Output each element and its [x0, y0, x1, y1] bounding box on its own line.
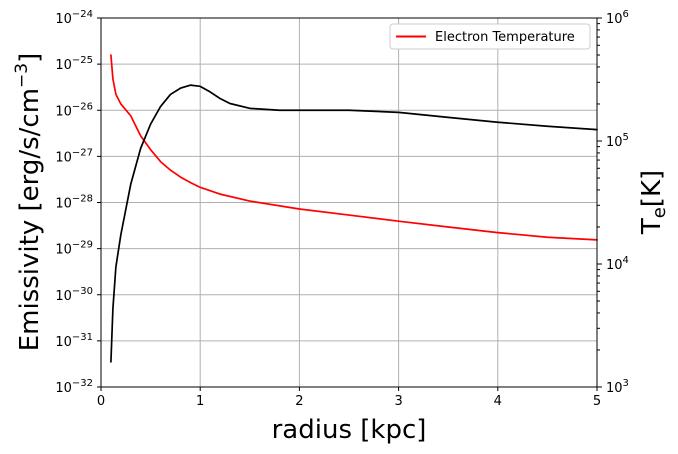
y-left-tick-base: 10: [55, 335, 72, 350]
y-right-tick-base: 10: [606, 381, 623, 396]
x-tick-label: 3: [394, 394, 402, 409]
y-left-tick-base: 10: [55, 58, 72, 73]
x-tick-label: 0: [97, 394, 105, 409]
y-left-tick-exp: −25: [72, 55, 93, 66]
y-right-tick-label: 104: [606, 255, 629, 273]
y-left-tick-base: 10: [55, 381, 72, 396]
y-left-tick-label: 10−29: [55, 240, 93, 258]
y-right-tick-label: 103: [606, 378, 629, 396]
y-left-tick-base: 10: [55, 197, 72, 212]
legend: Electron Temperature: [389, 23, 591, 50]
y-left-axis-label: Emissivity [erg/s/cm−3]: [12, 53, 45, 352]
x-tick-label: 1: [196, 394, 204, 409]
y-left-tick-base: 10: [55, 104, 72, 119]
legend-label-electron-temperature: Electron Temperature: [435, 30, 575, 45]
series-line-electron-temperature: [110, 54, 598, 241]
y-left-axis-ticks: 10−3210−3110−3010−2910−2810−2710−2610−25…: [55, 9, 101, 396]
y-right-axis-label-base: T: [637, 218, 667, 235]
y-left-axis-label-exp: −3: [12, 63, 32, 88]
y-right-tick-base: 10: [606, 12, 623, 27]
legend-box: [389, 23, 591, 50]
y-left-tick-label: 10−26: [55, 101, 93, 119]
y-left-axis-label-close: ]: [15, 53, 45, 63]
y-right-axis-label-rest: [K]: [637, 170, 667, 207]
y-right-tick-label: 105: [606, 132, 629, 150]
y-left-tick-label: 10−31: [55, 332, 93, 350]
series-layer: [110, 54, 598, 363]
y-left-tick-base: 10: [55, 243, 72, 258]
y-left-axis-label-base: Emissivity [erg/s/cm: [15, 88, 45, 351]
y-right-tick-exp: 4: [623, 255, 629, 266]
y-left-tick-label: 10−24: [55, 9, 93, 27]
y-right-tick-label: 106: [606, 9, 629, 27]
y-right-tick-base: 10: [606, 258, 623, 273]
y-left-tick-base: 10: [55, 150, 72, 165]
y-right-axis-label: Te[K]: [637, 170, 670, 235]
y-right-tick-base: 10: [606, 135, 623, 150]
y-left-tick-base: 10: [55, 12, 72, 27]
y-left-tick-label: 10−32: [55, 378, 93, 396]
x-tick-label: 2: [295, 394, 303, 409]
y-left-tick-base: 10: [55, 289, 72, 304]
y-right-tick-exp: 5: [623, 132, 629, 143]
series-line-emissivity: [110, 84, 598, 363]
y-right-axis-label-sub: e: [649, 207, 670, 218]
x-tick-label: 5: [593, 394, 601, 409]
y-left-tick-exp: −27: [72, 147, 93, 158]
y-left-tick-exp: −31: [72, 332, 93, 343]
y-left-tick-label: 10−25: [55, 55, 93, 73]
y-left-tick-exp: −28: [72, 194, 93, 205]
y-left-tick-exp: −24: [72, 9, 93, 20]
y-right-tick-exp: 6: [623, 9, 629, 20]
y-left-tick-label: 10−30: [55, 286, 93, 304]
y-left-tick-exp: −26: [72, 101, 93, 112]
x-axis-label: radius [kpc]: [272, 415, 427, 445]
y-left-tick-exp: −30: [72, 286, 93, 297]
y-left-tick-label: 10−27: [55, 147, 93, 165]
y-left-tick-exp: −29: [72, 240, 93, 251]
x-tick-label: 4: [494, 394, 502, 409]
y-left-tick-exp: −32: [72, 378, 93, 389]
y-left-tick-label: 10−28: [55, 194, 93, 212]
x-axis-ticks: 0 1 2 3 4 5: [97, 387, 601, 409]
y-right-tick-exp: 3: [623, 378, 629, 389]
